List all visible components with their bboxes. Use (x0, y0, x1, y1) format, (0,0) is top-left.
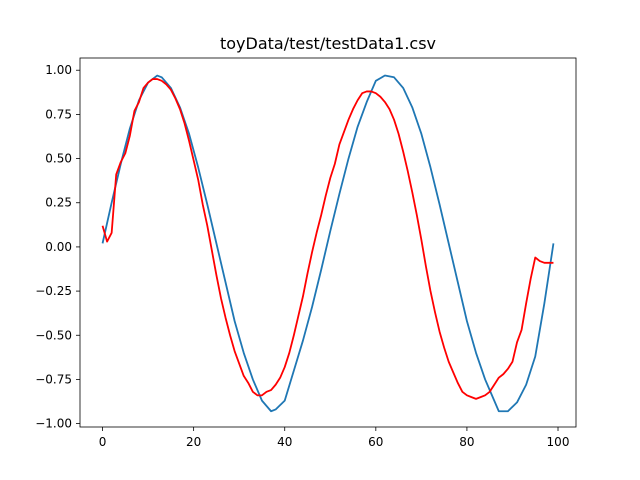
y-tick-label: 0.75 (45, 107, 72, 121)
series-line-2 (101, 78, 554, 400)
chart-title: toyData/test/testData1.csv (220, 34, 436, 53)
y-tick-label: −1.00 (35, 417, 72, 431)
y-tick-label: −0.75 (35, 372, 72, 386)
x-axis: 0 20 40 60 80 100 (99, 427, 570, 449)
y-tick-label: −0.25 (35, 284, 72, 298)
x-tick-label: 20 (186, 435, 201, 449)
y-tick-label: 1.00 (45, 63, 72, 77)
y-tick-label: 0.50 (45, 152, 72, 166)
y-axis: −1.00 −0.75 −0.50 −0.25 0.00 0.25 0.50 0.75 1.00 (35, 63, 80, 431)
series-layer (101, 74, 555, 413)
x-tick-label: 0 (99, 435, 107, 449)
plot-frame (79, 57, 577, 428)
y-tick-label: −0.50 (35, 328, 72, 342)
x-tick-label: 80 (459, 435, 474, 449)
x-tick-label: 100 (547, 435, 570, 449)
y-tick-label: 0.00 (45, 240, 72, 254)
y-tick-label: 0.25 (45, 196, 72, 210)
x-tick-label: 40 (277, 435, 292, 449)
x-tick-label: 60 (368, 435, 383, 449)
